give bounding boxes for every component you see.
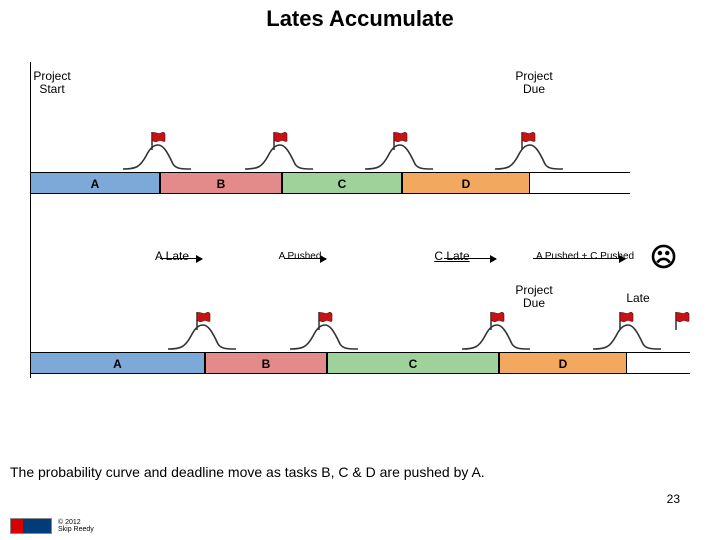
push-arrow-icon <box>444 258 496 259</box>
probability-curve-icon <box>289 322 359 350</box>
gantt-row-1: ABCD <box>30 172 630 194</box>
diagram: ProjectStart ProjectDue ABCD A Late A Pu… <box>30 52 690 422</box>
label-c-late: C Late <box>424 250 480 263</box>
gantt-segment-a: A <box>30 353 205 373</box>
gantt-segment-b: B <box>160 173 282 193</box>
probability-curve-icon <box>244 142 314 170</box>
gantt-segment-c: C <box>282 173 402 193</box>
page-title: Lates Accumulate <box>0 0 720 32</box>
probability-curve-icon <box>122 142 192 170</box>
label-project-due-1: ProjectDue <box>506 70 562 96</box>
gantt-segment-b: B <box>205 353 327 373</box>
sad-face-icon: ☹ <box>650 242 677 273</box>
push-arrow-icon <box>284 258 326 259</box>
footer: © 2012 Skip Reedy <box>10 518 94 534</box>
footer-logo-icon <box>10 518 52 534</box>
probability-curve-icon <box>494 142 564 170</box>
gantt-segment-a: A <box>30 173 160 193</box>
label-project-start: ProjectStart <box>24 70 80 96</box>
probability-curve-icon <box>364 142 434 170</box>
page-number: 23 <box>667 492 680 506</box>
probability-curve-icon <box>167 322 237 350</box>
gantt-segment-c: C <box>327 353 499 373</box>
caption-text: The probability curve and deadline move … <box>10 464 710 480</box>
gantt-segment-d: D <box>499 353 627 373</box>
push-arrow-icon <box>533 258 625 259</box>
probability-curve-icon <box>592 322 662 350</box>
gantt-segment-d: D <box>402 173 530 193</box>
label-a-late: A Late <box>144 250 200 263</box>
flag-icon <box>674 312 690 330</box>
label-late: Late <box>618 292 658 305</box>
probability-curve-icon <box>461 322 531 350</box>
footer-copyright: © 2012 Skip Reedy <box>58 519 94 533</box>
push-arrow-icon <box>160 258 202 259</box>
vline-start-2 <box>30 198 31 378</box>
label-project-due-2: ProjectDue <box>506 284 562 310</box>
gantt-row-2: ABCD <box>30 352 690 374</box>
